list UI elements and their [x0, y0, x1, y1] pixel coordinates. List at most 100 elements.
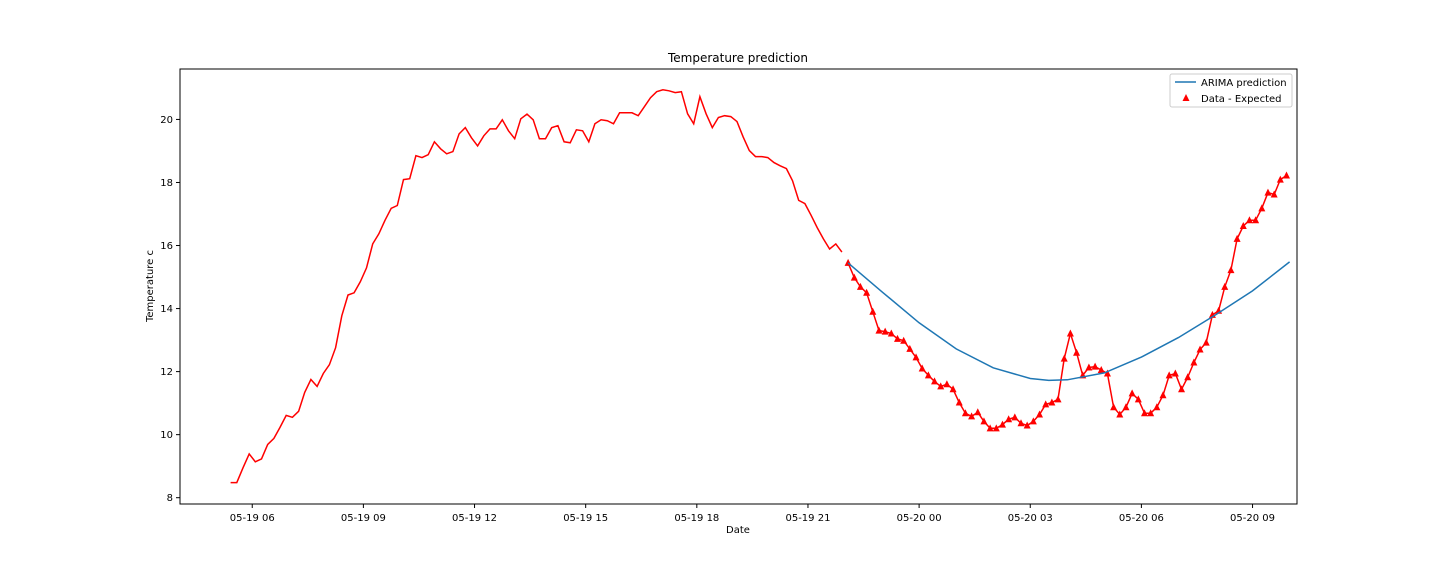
data-point-52 [1165, 371, 1173, 379]
data-point-63 [1233, 234, 1241, 242]
data-point-69 [1270, 190, 1278, 198]
x-tick-label: 05-19 15 [563, 513, 608, 524]
data-point-12 [918, 364, 926, 372]
data-point-40 [1091, 362, 1099, 370]
data-point-46 [1128, 389, 1136, 397]
x-axis: 05-19 06 05-19 09 05-19 12 05-19 15 05-19 18… [230, 504, 1275, 524]
legend-label: Data - Expected [1201, 94, 1282, 105]
data-point-57 [1196, 345, 1204, 353]
data-point-15 [937, 382, 945, 390]
data-point-24 [992, 424, 1000, 432]
data-point-19 [961, 409, 969, 417]
data-point-4 [869, 307, 877, 315]
data-point-3 [863, 288, 871, 296]
data-point-1 [850, 273, 858, 281]
x-tick-label: 05-20 03 [1008, 513, 1053, 524]
data-point-55 [1184, 373, 1192, 381]
data-point-13 [924, 371, 932, 379]
x-tick-label: 05-19 06 [230, 513, 275, 524]
data-point-41 [1097, 366, 1105, 374]
data-point-33 [1048, 398, 1056, 406]
data-point-9 [900, 336, 908, 344]
chart-title: Temperature prediction [667, 51, 808, 65]
y-tick-label: 16 [160, 241, 173, 252]
data-point-58 [1202, 338, 1210, 346]
data-point-48 [1140, 409, 1148, 417]
y-axis-label: Temperature c [145, 250, 156, 323]
y-axis: 8 10 12 14 16 18 20 [160, 115, 180, 504]
data-point-8 [893, 334, 901, 342]
data-point-14 [931, 377, 939, 385]
data-point-16 [943, 380, 951, 388]
data-point-35 [1060, 354, 1068, 362]
x-tick-label: 05-20 06 [1119, 513, 1164, 524]
data-point-23 [986, 424, 994, 432]
data-point-68 [1264, 188, 1272, 196]
data-point-32 [1042, 400, 1050, 408]
data-point-64 [1239, 221, 1247, 229]
data-point-51 [1159, 391, 1167, 399]
y-tick-label: 20 [160, 115, 173, 126]
data-point-39 [1085, 363, 1093, 371]
data-point-37 [1073, 348, 1081, 356]
x-tick-label: 05-20 00 [897, 513, 942, 524]
y-tick-label: 10 [160, 430, 173, 441]
data-point-18 [955, 398, 963, 406]
series-line-observed-temperature [230, 89, 843, 484]
plot-area [230, 89, 1291, 484]
data-point-71 [1283, 171, 1291, 179]
x-tick-label: 05-19 18 [674, 513, 719, 524]
data-point-65 [1245, 216, 1253, 224]
data-point-11 [912, 353, 920, 361]
data-point-26 [1005, 415, 1013, 423]
y-tick-label: 18 [160, 178, 173, 189]
legend: ARIMA prediction Data - Expected [1169, 73, 1293, 108]
plot-frame [179, 68, 1298, 505]
legend-box [1169, 73, 1293, 108]
data-point-70 [1276, 175, 1284, 183]
x-tick-label: 05-19 21 [785, 513, 830, 524]
data-point-47 [1134, 395, 1142, 403]
data-point-43 [1110, 403, 1118, 411]
data-point-66 [1252, 216, 1260, 224]
legend-label: ARIMA prediction [1201, 78, 1287, 89]
data-point-2 [856, 282, 864, 290]
series-line-arima-prediction [847, 261, 1291, 382]
data-point-28 [1017, 419, 1025, 427]
data-point-34 [1054, 395, 1062, 403]
data-point-6 [881, 327, 889, 335]
data-point-30 [1029, 417, 1037, 425]
x-tick-label: 05-20 09 [1230, 513, 1275, 524]
data-point-44 [1116, 410, 1124, 418]
data-point-22 [980, 417, 988, 425]
data-point-31 [1036, 410, 1044, 418]
data-point-20 [968, 412, 976, 420]
data-point-42 [1103, 369, 1111, 377]
data-point-54 [1178, 385, 1186, 393]
data-point-49 [1147, 409, 1155, 417]
data-point-62 [1227, 266, 1235, 274]
data-point-17 [949, 385, 957, 393]
data-point-36 [1066, 329, 1074, 337]
legend-marker-data-expected [1182, 94, 1190, 101]
y-tick-label: 12 [160, 367, 173, 378]
x-tick-label: 05-19 12 [452, 513, 497, 524]
y-tick-label: 8 [167, 493, 173, 504]
data-point-21 [974, 408, 982, 416]
data-point-50 [1153, 403, 1161, 411]
data-point-67 [1258, 204, 1266, 212]
data-point-10 [906, 344, 914, 352]
data-point-27 [1011, 413, 1019, 421]
x-tick-label: 05-19 09 [341, 513, 386, 524]
data-point-45 [1122, 403, 1130, 411]
x-axis-label: Date [726, 525, 750, 536]
y-tick-label: 14 [160, 304, 173, 315]
data-point-56 [1190, 358, 1198, 366]
data-point-25 [998, 420, 1006, 428]
data-point-53 [1171, 369, 1179, 377]
data-point-61 [1221, 282, 1229, 290]
data-point-7 [887, 329, 895, 337]
data-point-5 [875, 326, 883, 334]
data-point-29 [1023, 421, 1031, 429]
